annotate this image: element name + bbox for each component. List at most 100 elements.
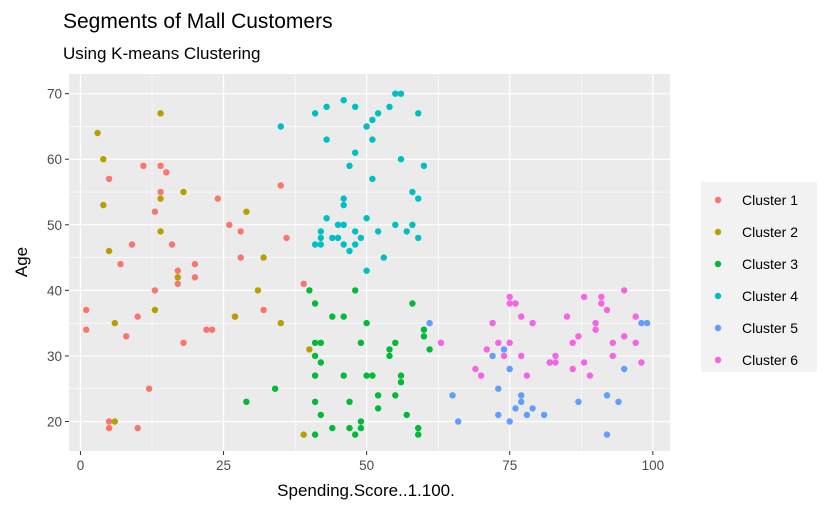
- data-point: [340, 97, 347, 104]
- data-point: [311, 352, 319, 360]
- data-point: [603, 392, 611, 399]
- data-point: [415, 431, 422, 438]
- data-point: [134, 313, 141, 320]
- data-point: [609, 352, 616, 360]
- data-point: [300, 280, 307, 287]
- data-point: [603, 306, 611, 314]
- data-point: [340, 201, 347, 209]
- data-point: [311, 431, 319, 438]
- data-point: [386, 352, 393, 360]
- data-point: [340, 195, 347, 202]
- legend-key: [714, 260, 722, 268]
- data-point: [323, 215, 330, 222]
- data-point: [598, 300, 605, 307]
- data-point: [254, 287, 262, 294]
- data-point: [621, 365, 628, 373]
- data-point: [415, 424, 422, 432]
- data-point: [329, 313, 336, 320]
- data-point: [306, 346, 313, 353]
- legend-key: [714, 228, 722, 236]
- data-point: [518, 313, 525, 320]
- data-point: [311, 339, 319, 346]
- data-point: [100, 201, 107, 209]
- data-point: [277, 182, 284, 189]
- legend-label: Cluster 4: [742, 288, 798, 304]
- data-point: [346, 247, 353, 255]
- data-point: [226, 221, 233, 228]
- data-point: [311, 110, 319, 117]
- data-point: [369, 175, 376, 183]
- data-point: [174, 267, 181, 274]
- data-point: [237, 228, 244, 235]
- data-point: [575, 333, 582, 340]
- data-point: [409, 188, 416, 196]
- data-point: [180, 188, 187, 196]
- data-point: [260, 306, 267, 314]
- data-point: [329, 424, 336, 432]
- data-point: [174, 280, 181, 287]
- data-point: [105, 418, 113, 425]
- data-point: [506, 418, 513, 425]
- data-point: [340, 221, 347, 228]
- data-point: [621, 333, 628, 340]
- data-point: [369, 116, 376, 124]
- data-point: [609, 339, 616, 346]
- data-point: [529, 319, 536, 327]
- data-point: [638, 359, 645, 366]
- data-point: [563, 313, 571, 320]
- data-point: [374, 392, 382, 399]
- data-point: [552, 359, 559, 366]
- plot-panel: [69, 74, 670, 451]
- data-point: [374, 228, 382, 235]
- data-point: [151, 287, 159, 294]
- legend-background: [701, 182, 817, 372]
- data-point: [632, 339, 639, 346]
- data-point: [580, 359, 588, 366]
- legend-key: [714, 196, 722, 204]
- x-tick-label: 50: [359, 458, 374, 473]
- y-tick-label: 70: [47, 87, 62, 102]
- data-point: [340, 313, 347, 320]
- data-point: [518, 392, 525, 399]
- data-point: [397, 372, 405, 379]
- data-point: [83, 306, 90, 314]
- data-point: [374, 405, 382, 412]
- data-point: [392, 221, 399, 228]
- legend-label: Cluster 5: [742, 320, 798, 336]
- data-point: [397, 90, 405, 97]
- data-point: [100, 156, 107, 163]
- data-point: [632, 313, 639, 320]
- data-point: [260, 254, 267, 261]
- data-point: [140, 162, 147, 169]
- data-point: [621, 287, 628, 294]
- data-point: [334, 221, 342, 228]
- data-point: [300, 431, 307, 438]
- x-tick-label: 75: [502, 458, 517, 473]
- data-point: [346, 424, 353, 432]
- data-point: [392, 392, 399, 399]
- data-point: [83, 326, 90, 333]
- data-point: [397, 379, 405, 386]
- data-point: [346, 162, 353, 169]
- data-point: [317, 411, 324, 419]
- data-point: [638, 319, 645, 327]
- data-point: [323, 103, 330, 111]
- data-point: [420, 333, 428, 340]
- data-point: [352, 431, 359, 438]
- legend-key: [714, 324, 722, 332]
- x-tick-label: 100: [642, 458, 665, 473]
- data-point: [105, 175, 113, 183]
- data-point: [357, 234, 365, 242]
- data-point: [403, 411, 410, 419]
- chart-subtitle: Using K-means Clustering: [63, 44, 260, 63]
- legend-label: Cluster 3: [742, 256, 798, 272]
- data-point: [598, 293, 605, 301]
- data-point: [506, 293, 513, 301]
- series-cluster-2: [94, 110, 313, 438]
- data-point: [352, 103, 359, 111]
- data-point: [552, 352, 559, 360]
- data-point: [157, 188, 164, 196]
- y-tick-label: 20: [47, 414, 62, 429]
- data-point: [243, 208, 250, 215]
- data-point: [317, 234, 324, 242]
